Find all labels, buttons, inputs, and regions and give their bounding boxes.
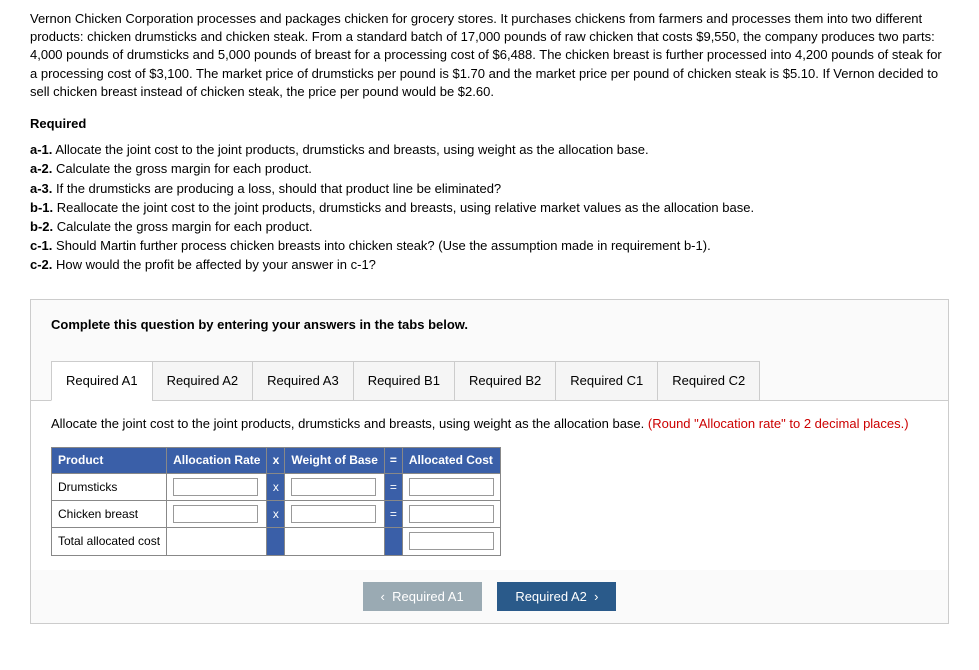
req-item: a-3. If the drumsticks are producing a l… [30,180,949,198]
op-x: x [267,473,285,500]
req-label: a-1. [30,142,52,157]
tabs: Required A1 Required A2 Required A3 Requ… [31,361,948,401]
problem-text: Vernon Chicken Corporation processes and… [30,10,949,101]
tab-required-a1[interactable]: Required A1 [51,361,153,401]
req-label: b-1. [30,200,53,215]
answer-instructions: Complete this question by entering your … [31,300,948,350]
tab-required-a2[interactable]: Required A2 [152,361,254,401]
req-text: Calculate the gross margin for each prod… [56,161,312,176]
tab-required-c1[interactable]: Required C1 [555,361,658,401]
row-product: Total allocated cost [52,528,167,555]
table-row: Total allocated cost [52,528,501,555]
req-label: c-1. [30,238,52,253]
op-eq: = [384,473,402,500]
table-row: Chicken breast x = [52,501,501,528]
req-item: c-2. How would the profit be affected by… [30,256,949,274]
tab-content: Allocate the joint cost to the joint pro… [31,400,948,570]
prev-label: Required A1 [392,589,464,604]
total-weight-cell [285,528,384,555]
prev-button[interactable]: ‹ Required A1 [363,582,482,611]
required-header: Required [30,115,949,133]
col-times: x [267,448,285,474]
col-weight-base: Weight of Base [285,448,384,474]
tab-required-c2[interactable]: Required C2 [657,361,760,401]
total-cost-input[interactable] [409,532,494,550]
op-blank [384,528,402,555]
tab-instruction-note: (Round "Allocation rate" to 2 decimal pl… [648,416,909,431]
table-row: Drumsticks x = [52,473,501,500]
col-allocation-rate: Allocation Rate [167,448,267,474]
req-label: b-2. [30,219,53,234]
chevron-right-icon: › [594,589,598,604]
tab-required-a3[interactable]: Required A3 [252,361,354,401]
requirements-list: a-1. Allocate the joint cost to the join… [30,141,949,274]
req-text: Reallocate the joint cost to the joint p… [57,200,754,215]
table-header-row: Product Allocation Rate x Weight of Base… [52,448,501,474]
col-product: Product [52,448,167,474]
allocation-table: Product Allocation Rate x Weight of Base… [51,447,501,556]
req-text: How would the profit be affected by your… [56,257,376,272]
breast-cost-input[interactable] [409,505,494,523]
col-allocated-cost: Allocated Cost [402,448,500,474]
req-text: Allocate the joint cost to the joint pro… [55,142,648,157]
breast-weight-input[interactable] [291,505,376,523]
req-text: Should Martin further process chicken br… [56,238,711,253]
req-item: b-1. Reallocate the joint cost to the jo… [30,199,949,217]
req-text: If the drumsticks are producing a loss, … [56,181,501,196]
next-button[interactable]: Required A2 › [497,582,616,611]
drumsticks-weight-input[interactable] [291,478,376,496]
nav-buttons: ‹ Required A1 Required A2 › [31,570,948,623]
tab-required-b1[interactable]: Required B1 [353,361,455,401]
req-item: a-2. Calculate the gross margin for each… [30,160,949,178]
req-label: a-3. [30,181,52,196]
req-item: c-1. Should Martin further process chick… [30,237,949,255]
op-eq: = [384,501,402,528]
op-blank [267,528,285,555]
tab-instruction-text: Allocate the joint cost to the joint pro… [51,416,648,431]
req-label: c-2. [30,257,52,272]
tab-required-b2[interactable]: Required B2 [454,361,556,401]
total-rate-cell [167,528,267,555]
req-text: Calculate the gross margin for each prod… [57,219,313,234]
req-item: b-2. Calculate the gross margin for each… [30,218,949,236]
drumsticks-rate-input[interactable] [173,478,258,496]
drumsticks-cost-input[interactable] [409,478,494,496]
row-product: Drumsticks [52,473,167,500]
tab-instruction: Allocate the joint cost to the joint pro… [51,415,928,433]
req-item: a-1. Allocate the joint cost to the join… [30,141,949,159]
req-label: a-2. [30,161,52,176]
op-x: x [267,501,285,528]
next-label: Required A2 [515,589,587,604]
answer-container: Complete this question by entering your … [30,299,949,623]
breast-rate-input[interactable] [173,505,258,523]
row-product: Chicken breast [52,501,167,528]
col-equals: = [384,448,402,474]
chevron-left-icon: ‹ [381,589,385,604]
